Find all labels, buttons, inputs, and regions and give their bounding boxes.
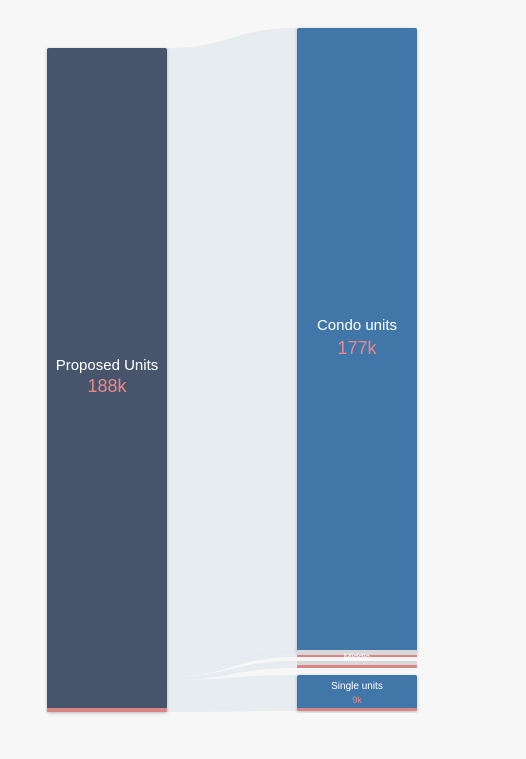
node-source-bar: [47, 48, 167, 712]
node-condo-bar: [297, 28, 417, 654]
node-single-bar: [297, 675, 417, 711]
node-condo-value: 177k: [337, 338, 377, 358]
node-source-label: Proposed Units: [56, 357, 159, 374]
node-single[interactable]: Single units 9k: [297, 675, 417, 711]
node-other-bar: [297, 661, 417, 668]
node-source[interactable]: Proposed Units 188k: [47, 48, 167, 712]
node-source-accent: [47, 708, 167, 712]
link-condo: [167, 28, 297, 674]
node-middle-label: Middle: [344, 652, 371, 662]
link-single: [167, 675, 297, 712]
node-condo[interactable]: Condo units 177k: [297, 28, 417, 654]
node-middle[interactable]: Middle: [297, 650, 417, 662]
node-middle-accent: [297, 655, 417, 657]
node-source-value: 188k: [87, 376, 127, 396]
node-single-label: Single units: [331, 681, 383, 692]
node-condo-label: Condo units: [317, 317, 397, 334]
node-middle-bar: [297, 650, 417, 657]
link-middle: [167, 650, 297, 677]
node-other[interactable]: [297, 661, 417, 668]
link-other: [167, 661, 297, 681]
node-single-value: 9k: [352, 695, 362, 705]
node-single-accent: [297, 708, 417, 711]
node-other-accent: [297, 665, 417, 668]
links: [167, 28, 297, 712]
